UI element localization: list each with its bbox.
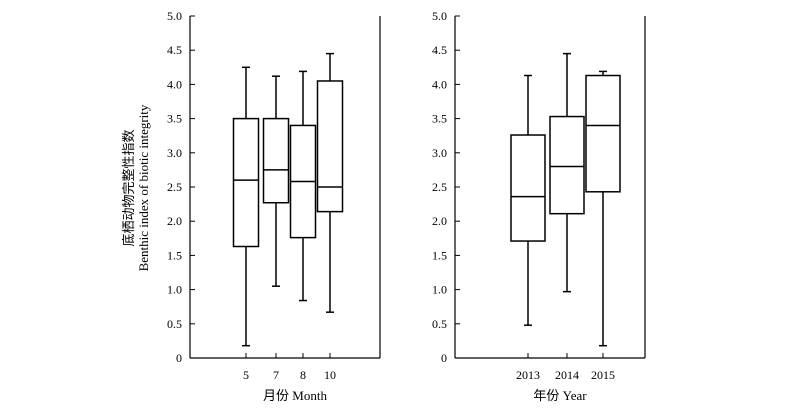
iqr-box <box>262 117 290 204</box>
y-tick-label: 0.5 <box>432 317 447 331</box>
y-tick-label: 3.5 <box>167 112 182 126</box>
y-tick-label: 3.5 <box>432 112 447 126</box>
iqr-box <box>585 74 621 193</box>
x-tick-label: 2014 <box>555 368 579 382</box>
y-axis-title: 底栖动物完整性指数 Benthic index of biotic integr… <box>121 104 151 271</box>
y-tick-label: 0 <box>176 351 182 365</box>
iqr-box <box>316 80 344 213</box>
month-panel: 0 0.5 1.0 1.5 2.0 2.5 3.0 3.5 4.0 4.5 5.0 5 7 8 10 月份 M… <box>167 9 381 403</box>
x-tick-label: 8 <box>300 368 306 382</box>
y-tick-label: 2.5 <box>167 180 182 194</box>
y-axis-title-cn: 底栖动物完整性指数 <box>121 129 136 246</box>
y-tick-label: 2.5 <box>432 180 447 194</box>
y-tick-label: 2.0 <box>167 214 182 228</box>
x-axis-title: 月份 Month <box>263 388 327 403</box>
y-tick-label: 5.0 <box>167 9 182 23</box>
iqr-box <box>510 134 546 242</box>
x-tick-label: 2015 <box>591 368 615 382</box>
y-tick-label: 1.5 <box>167 248 182 262</box>
x-tick-label: 5 <box>243 368 249 382</box>
iqr-box <box>232 117 260 248</box>
y-tick-label: 5.0 <box>432 9 447 23</box>
y-tick-label: 4.5 <box>432 43 447 57</box>
y-tick-label: 1.0 <box>167 283 182 297</box>
y-tick-label: 1.5 <box>432 248 447 262</box>
y-tick-label: 1.0 <box>432 283 447 297</box>
x-tick-label: 10 <box>324 368 336 382</box>
iqr-box <box>549 115 585 215</box>
y-tick-label: 2.0 <box>432 214 447 228</box>
y-tick-label: 0 <box>441 351 447 365</box>
y-tick-label: 4.0 <box>167 77 182 91</box>
y-tick-label: 0.5 <box>167 317 182 331</box>
x-tick-label: 7 <box>273 368 279 382</box>
y-tick-label: 4.5 <box>167 43 182 57</box>
x-axis-title: 年份 Year <box>533 388 587 403</box>
y-axis-title-en: Benthic index of biotic integrity <box>136 104 151 271</box>
x-tick-label: 2013 <box>516 368 540 382</box>
y-tick-label: 3.0 <box>167 146 182 160</box>
y-tick-label: 3.0 <box>432 146 447 160</box>
y-tick-label: 4.0 <box>432 77 447 91</box>
year-panel: 0 0.5 1.0 1.5 2.0 2.5 3.0 3.5 4.0 4.5 5.0 2013 2014 2… <box>432 9 646 403</box>
